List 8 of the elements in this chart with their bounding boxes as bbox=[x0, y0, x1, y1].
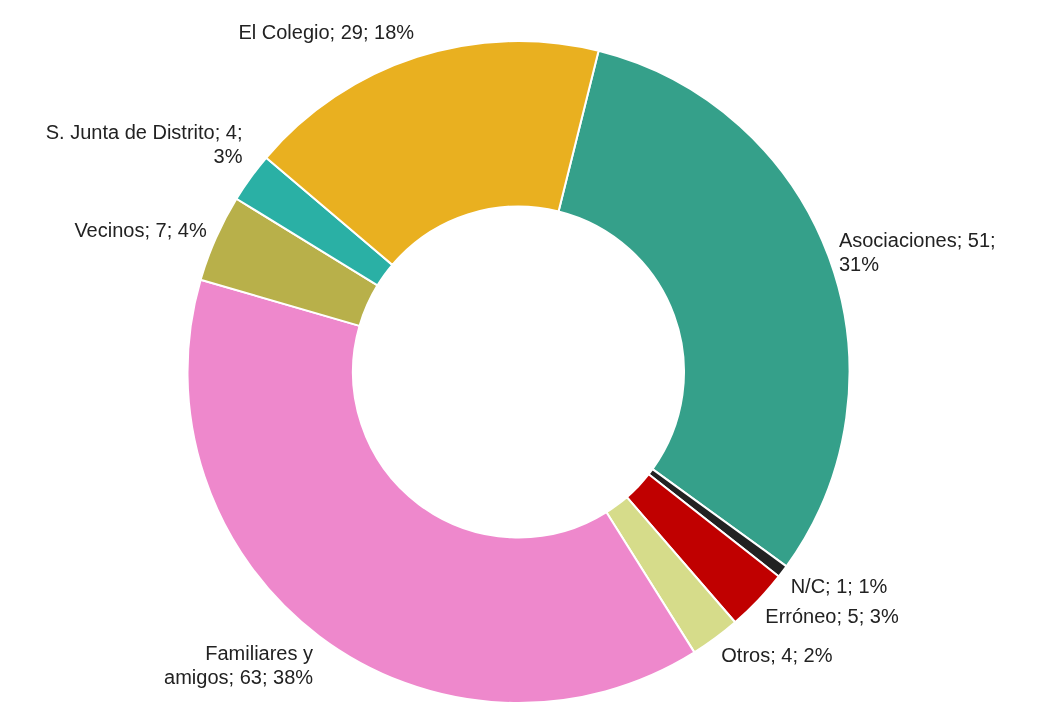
slice-label: Familiares y amigos; 63; 38% bbox=[164, 641, 314, 688]
slice-label: Vecinos; 7; 4% bbox=[74, 219, 207, 242]
slice-label: N/C; 1; 1% bbox=[790, 574, 888, 597]
slice-label: Asociaciones; 51; 31% bbox=[838, 228, 996, 275]
slice-label: S. Junta de Distrito; 4; 3% bbox=[45, 121, 243, 168]
slice-label: Erróneo; 5; 3% bbox=[765, 604, 899, 627]
slice-label: El Colegio; 29; 18% bbox=[238, 20, 415, 43]
slice-label: Otros; 4; 2% bbox=[721, 643, 833, 666]
